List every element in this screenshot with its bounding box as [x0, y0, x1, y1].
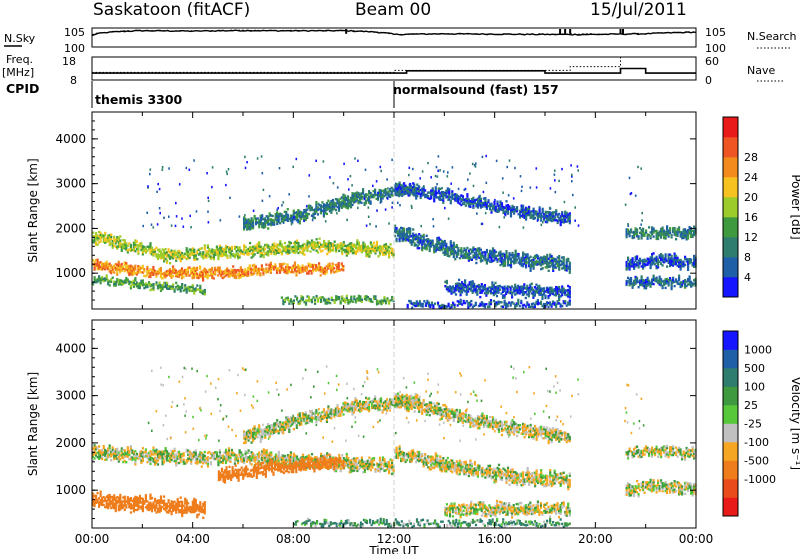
- time-xtick-label-1: 04:00: [175, 532, 210, 546]
- power-panel-ytick-label-1000: 1000: [55, 266, 86, 280]
- nave-ytick-top: 60: [705, 55, 719, 68]
- velocity-colorbar-frame: [722, 330, 739, 517]
- velocity-colorbar-tick-1: 500: [744, 362, 765, 375]
- noise-panel-frame: [91, 27, 697, 48]
- velocity-colorbar-swatch-1: [723, 479, 738, 498]
- power-colorbar-tick-1: 8: [744, 251, 751, 264]
- power-colorbar-swatch-4: [723, 197, 738, 218]
- noise-series-0: [91, 29, 697, 37]
- power-colorbar-swatch-0: [723, 277, 738, 298]
- velocity-colorbar-swatch-9: [723, 331, 738, 350]
- nave-label: Nave: [747, 64, 776, 77]
- cpid-first: themis 3300: [95, 92, 183, 107]
- time-xtick-label-0: 00:00: [75, 532, 110, 546]
- station-title: Saskatoon (fitACF): [93, 0, 251, 20]
- nave-ytick-bottom: 0: [705, 74, 712, 87]
- power-panel-ytick-label-4000: 4000: [55, 132, 86, 146]
- velocity-colorbar-swatch-0: [723, 497, 738, 517]
- nave-series: [92, 56, 697, 73]
- power-colorbar-swatch-7: [723, 137, 738, 158]
- time-xtick-label-6: 00:00: [679, 532, 714, 546]
- power-colorbar-tick-6: 28: [744, 151, 758, 164]
- date-title: 15/Jul/2011: [590, 0, 687, 20]
- power-panel-cells: [92, 154, 697, 310]
- power-colorbar-tick-2: 12: [744, 231, 758, 244]
- velocity-panel-ytick-label-4000: 4000: [55, 341, 86, 355]
- noise-ytick-right-bottom: 100: [705, 42, 726, 55]
- freq-series: [92, 67, 696, 74]
- power-colorbar-swatch-6: [723, 157, 738, 178]
- power-colorbar-tick-3: 16: [744, 211, 758, 224]
- time-xtick-label-4: 16:00: [477, 532, 512, 546]
- freq-ytick-bottom: 8: [70, 74, 77, 87]
- noise-ytick-left-top: 105: [64, 26, 85, 39]
- velocity-colorbar-tick-2: 100: [744, 381, 765, 394]
- power-colorbar-swatch-1: [723, 257, 738, 278]
- power-colorbar-tick-5: 24: [744, 171, 758, 184]
- velocity-panel-ytick-label-3000: 3000: [55, 389, 86, 403]
- velocity-panel-ytick-label-2000: 2000: [55, 436, 86, 450]
- velocity-panel-ytick-label-1000: 1000: [55, 483, 86, 497]
- noise-ytick-right-top: 105: [705, 26, 726, 39]
- velocity-colorbar-tick-4: -25: [744, 418, 762, 431]
- cpid-label: CPID: [6, 81, 40, 96]
- beam-title: Beam 00: [355, 0, 432, 20]
- velocity-colorbar-swatch-4: [723, 423, 738, 443]
- power-colorbar-tick-4: 20: [744, 191, 758, 204]
- power-colorbar-frame: [722, 116, 739, 298]
- velocity-colorbar-swatch-5: [723, 405, 738, 424]
- velocity-colorbar-tick-6: -500: [744, 455, 769, 468]
- nsearch-label: N.Search: [747, 30, 797, 43]
- power-colorbar-tick-0: 4: [744, 271, 751, 284]
- freq-label: Freq.: [6, 53, 34, 66]
- time-xtick-label-2: 08:00: [276, 532, 311, 546]
- velocity-colorbar-swatch-8: [723, 349, 738, 369]
- power-panel-ytick-label-2000: 2000: [55, 221, 86, 235]
- velocity-colorbar-swatch-6: [723, 386, 738, 406]
- time-xtick-label-5: 20:00: [578, 532, 613, 546]
- velocity-colorbar-swatch-7: [723, 368, 738, 387]
- freq-unit-label: [MHz]: [2, 66, 35, 79]
- velocity-colorbar-tick-3: 25: [744, 399, 758, 412]
- velocity-colorbar-label: Velocity [m s⁻¹]: [789, 377, 800, 470]
- power-panel-ylabel: Slant Range [km]: [26, 158, 40, 262]
- power-colorbar-swatch-8: [723, 117, 738, 138]
- velocity-colorbar-tick-0: 1000: [744, 344, 772, 357]
- time-xlabel: Time UT: [368, 544, 419, 554]
- velocity-colorbar-swatch-3: [723, 442, 738, 461]
- power-colorbar-swatch-5: [723, 177, 738, 198]
- freq-ytick-top: 18: [62, 55, 76, 68]
- power-colorbar-swatch-2: [723, 237, 738, 258]
- velocity-panel-ylabel: Slant Range [km]: [26, 372, 40, 476]
- power-colorbar-swatch-3: [723, 217, 738, 238]
- freq-panel-frame: [91, 56, 697, 81]
- velocity-colorbar-tick-5: -100: [744, 436, 769, 449]
- noise-series-1: [91, 29, 697, 36]
- power-panel-ytick-label-3000: 3000: [55, 177, 86, 191]
- power-colorbar-label: Power [dB]: [789, 174, 800, 239]
- time-xtick-label-3: 12:00: [377, 532, 412, 546]
- cpid-second: normalsound (fast) 157: [393, 82, 559, 97]
- nsky-label: N.Sky: [4, 32, 36, 45]
- velocity-colorbar-swatch-2: [723, 460, 738, 480]
- noise-ytick-left-bottom: 100: [64, 42, 85, 55]
- velocity-panel-cells: [92, 365, 697, 529]
- velocity-colorbar-tick-7: -1000: [744, 473, 776, 486]
